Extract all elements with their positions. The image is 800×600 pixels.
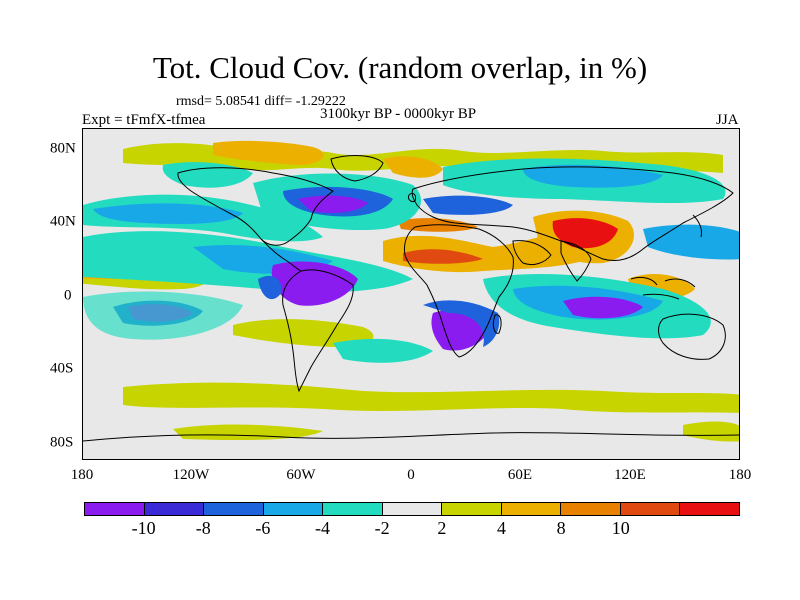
x-tick-label: 60E (507, 467, 533, 483)
colorbar-box (204, 503, 264, 515)
north-america-outline (177, 167, 334, 246)
eurasia-blue (523, 164, 663, 188)
y-tick-label: 80N (50, 140, 76, 157)
colorbar-box (323, 503, 383, 515)
india-red-core (552, 218, 618, 249)
experiment-label: Expt = tFmfX-tfmea (82, 112, 206, 128)
eurasia-outline (411, 166, 734, 262)
x-tick-label: 180 (728, 467, 752, 483)
period-label: 3100kyr BP - 0000kyr BP (320, 106, 477, 122)
colorbar-label: 2 (437, 518, 447, 538)
africa-outline (404, 224, 514, 358)
maritime-continent-outline (630, 276, 696, 300)
uk-outline (408, 192, 416, 202)
y-tick-label: 40N (50, 213, 76, 230)
x-tick-label: 60W (286, 467, 316, 483)
colorbar-box (85, 503, 145, 515)
sahel-red-core (403, 249, 483, 264)
y-tick-label: 40S (50, 360, 74, 377)
greenland-outline (330, 155, 384, 182)
north-atlantic-orange (383, 156, 443, 178)
south-pacific-yellow (233, 319, 374, 347)
north-pacific-lightblue (93, 203, 243, 224)
y-tick-label: 80S (50, 434, 74, 451)
amazon-purple (271, 261, 358, 306)
colorbar-label: -10 (131, 518, 156, 538)
indian-ocean-purple (563, 296, 643, 319)
colorbar-box (382, 503, 443, 515)
colorbar-box (501, 503, 562, 515)
south-africa-blue (423, 300, 500, 347)
colorbar-box (561, 503, 621, 515)
colorbar-box (680, 503, 740, 515)
central-america-outline (260, 238, 302, 272)
colorbar-box (620, 503, 681, 515)
x-tick-label: 120E (614, 467, 646, 483)
southern-atlantic-teal (333, 338, 433, 363)
y-tick-label: 0 (64, 287, 72, 304)
antarctica-outline (83, 432, 739, 442)
colorbar-label: -6 (255, 518, 271, 538)
colorbar-label: 8 (556, 518, 566, 538)
antarctic-coast-yellow (173, 421, 739, 442)
colorbar (84, 502, 740, 516)
colorbar-label: 4 (496, 518, 506, 538)
map-canvas (83, 129, 739, 459)
south-america-outline (282, 269, 354, 393)
southern-ocean-yellow (123, 382, 739, 413)
colorbar-label: -2 (374, 518, 390, 538)
madagascar-outline (492, 314, 502, 334)
stats-line: rmsd= 5.08541 diff= -1.29222 (176, 94, 346, 109)
japan-outline (692, 214, 702, 238)
plot-title: Tot. Cloud Cov. (random overlap, in %) (152, 50, 648, 85)
arctic-orange-patch (213, 140, 324, 165)
x-tick-label: 120W (172, 467, 210, 483)
x-tick-label: 180 (70, 467, 94, 483)
colorbar-label: -8 (195, 518, 211, 538)
x-tick-label: 0 (407, 467, 415, 483)
amazon-blue (258, 275, 282, 300)
colorbar-label: -4 (315, 518, 331, 538)
colorbar-box (442, 503, 502, 515)
india-outline (560, 240, 592, 282)
map-panel (82, 128, 740, 460)
coastlines (83, 155, 739, 442)
colorbar-box (263, 503, 324, 515)
canada-teal (162, 162, 253, 188)
south-pacific-teal (83, 291, 243, 340)
arabia-outline (512, 240, 552, 266)
colorbar-box (144, 503, 205, 515)
colorbar-label: 10 (611, 518, 630, 538)
season-label: JJA (716, 112, 739, 128)
central-asia-blue (423, 195, 513, 215)
australia-outline (658, 313, 726, 360)
